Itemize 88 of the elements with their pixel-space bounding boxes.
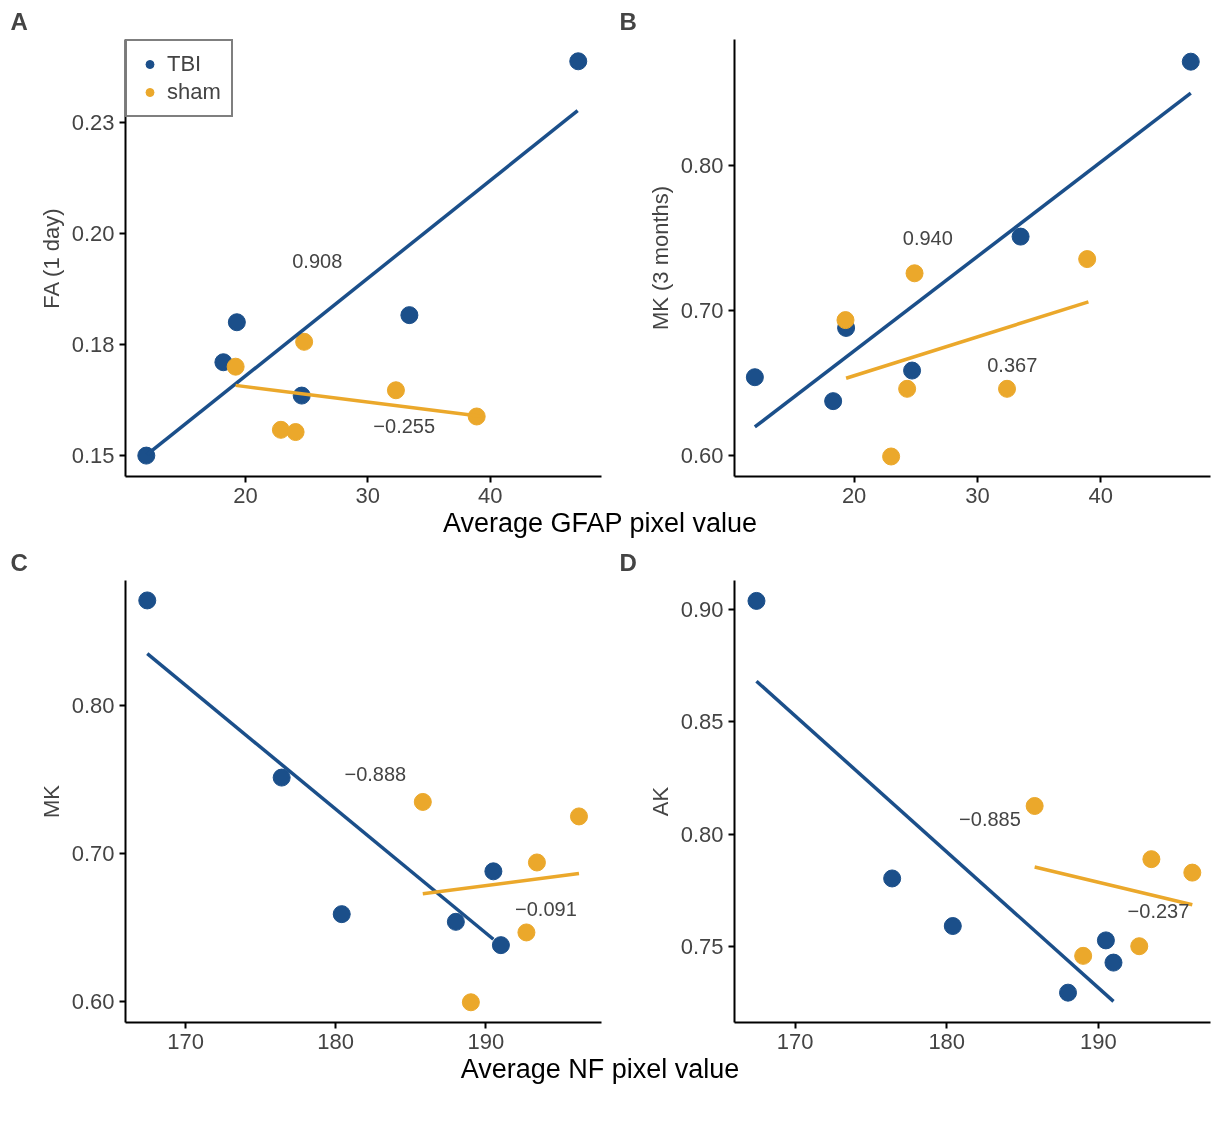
point xyxy=(745,368,764,387)
x-tick-label: 40 xyxy=(1088,482,1113,508)
point xyxy=(883,869,902,888)
point xyxy=(824,392,843,411)
point xyxy=(461,993,480,1012)
y-tick-label: 0.75 xyxy=(680,933,724,959)
y-axis-title: FA (1 day) xyxy=(38,208,64,309)
y-axis-title: AK xyxy=(647,786,673,817)
x-tick-label: 190 xyxy=(1079,1028,1117,1054)
point xyxy=(1142,850,1161,869)
x-tick-label: 180 xyxy=(317,1028,355,1054)
point xyxy=(1104,953,1123,972)
point xyxy=(836,311,855,330)
point xyxy=(491,936,510,955)
chart-title: D xyxy=(619,548,637,576)
point xyxy=(386,381,405,400)
x-tick-label: 190 xyxy=(467,1028,505,1054)
point xyxy=(271,420,290,439)
chart-title: A xyxy=(10,7,28,35)
chart-title: B xyxy=(619,7,637,35)
point xyxy=(998,379,1017,398)
point xyxy=(1130,937,1149,956)
point xyxy=(400,306,419,325)
annotation: −0.237 xyxy=(1127,899,1190,922)
y-tick-label: 0.80 xyxy=(71,693,115,719)
x-tick-label: 20 xyxy=(233,482,258,508)
point xyxy=(527,853,546,872)
point xyxy=(1078,250,1097,269)
point xyxy=(943,917,962,936)
point xyxy=(1096,931,1115,950)
point xyxy=(138,591,157,610)
x-axis-title: Average NF pixel value xyxy=(460,1054,740,1084)
y-tick-label: 0.20 xyxy=(71,220,115,246)
annotation: −0.885 xyxy=(959,808,1021,831)
point xyxy=(295,332,314,351)
point xyxy=(484,862,503,881)
point xyxy=(903,361,922,380)
y-tick-label: 0.70 xyxy=(71,841,115,867)
point xyxy=(882,447,901,466)
point xyxy=(1011,227,1030,246)
chart-title: C xyxy=(10,548,28,576)
y-axis-title: MK xyxy=(38,784,64,818)
annotation: 0.940 xyxy=(902,227,953,250)
point xyxy=(569,807,588,826)
annotation: 0.908 xyxy=(292,249,343,272)
point xyxy=(286,423,305,442)
x-tick-label: 170 xyxy=(167,1028,204,1054)
point xyxy=(569,52,588,71)
annotation: 0.367 xyxy=(987,354,1038,377)
y-tick-label: 0.70 xyxy=(680,298,724,324)
legend-label: TBI xyxy=(167,51,202,77)
point xyxy=(1181,52,1200,71)
x-tick-label: 170 xyxy=(776,1028,814,1054)
point xyxy=(1074,946,1093,965)
point xyxy=(413,792,432,811)
y-tick-label: 0.80 xyxy=(680,821,724,847)
annotation: −0.888 xyxy=(344,763,407,786)
y-tick-label: 0.90 xyxy=(680,597,724,623)
annotation: −0.255 xyxy=(373,414,436,437)
point xyxy=(446,912,465,931)
point xyxy=(905,264,924,283)
y-tick-label: 0.18 xyxy=(71,331,115,357)
point xyxy=(517,923,536,942)
y-tick-label: 0.60 xyxy=(680,442,724,468)
point xyxy=(1183,863,1202,882)
x-tick-label: 180 xyxy=(928,1028,966,1054)
y-tick-label: 0.60 xyxy=(71,988,115,1014)
x-tick-label: 40 xyxy=(477,482,503,508)
y-tick-label: 0.23 xyxy=(71,109,115,135)
y-tick-label: 0.15 xyxy=(71,443,115,469)
x-tick-label: 20 xyxy=(841,482,867,508)
x-tick-label: 30 xyxy=(355,482,381,508)
point xyxy=(332,905,351,924)
y-tick-label: 0.80 xyxy=(680,153,724,179)
y-tick-label: 0.85 xyxy=(680,709,724,735)
point xyxy=(747,591,766,610)
point xyxy=(1025,797,1044,815)
point xyxy=(227,313,246,332)
point xyxy=(272,768,291,787)
legend-label: sham xyxy=(167,79,221,105)
x-axis-title: Average GFAP pixel value xyxy=(442,508,758,538)
point xyxy=(137,446,156,465)
point xyxy=(226,357,245,376)
y-axis-title: MK (3 months) xyxy=(647,185,673,331)
point xyxy=(1059,983,1077,1002)
point xyxy=(898,379,917,398)
x-tick-label: 30 xyxy=(965,482,990,508)
annotation: −0.091 xyxy=(515,897,577,920)
